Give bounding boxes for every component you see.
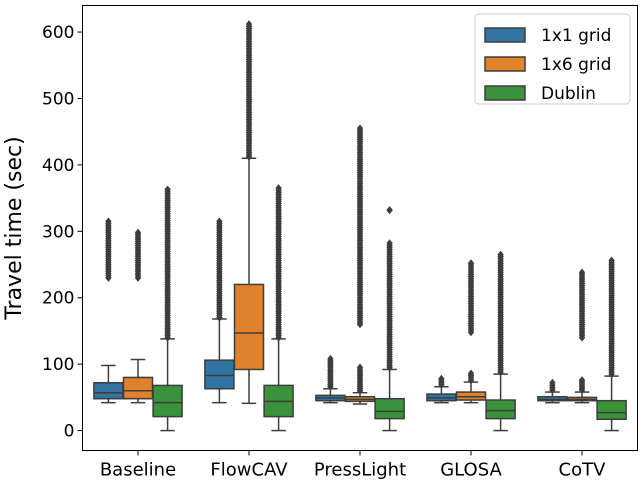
outlier-point	[608, 370, 615, 379]
box-1x6-grid-baseline	[122, 228, 154, 404]
box-1x6-grid-presslight	[344, 124, 376, 405]
outlier-point	[386, 363, 393, 372]
y-tick-label-600: 600	[42, 23, 74, 43]
outliers-0	[134, 228, 142, 282]
plot-frame	[82, 5, 638, 451]
box-dublin-glosa	[485, 250, 516, 432]
outlier-point	[578, 386, 586, 395]
outliers-0	[275, 184, 282, 342]
outlier-point	[327, 382, 334, 391]
box-1x1-grid-flowcav	[204, 217, 235, 404]
outliers-1	[356, 124, 364, 329]
outliers-0	[608, 256, 615, 379]
y-tick-label-200: 200	[42, 289, 74, 309]
box-1x6-grid-cotv	[566, 268, 598, 404]
x-tick-label-flowcav: FlowCAV	[210, 460, 288, 480]
iqr-box	[233, 283, 265, 371]
outliers-0	[549, 378, 556, 395]
outliers-0	[105, 217, 112, 282]
y-tick-label-300: 300	[42, 222, 74, 242]
outlier-point	[438, 380, 445, 389]
box-dublin-cotv	[596, 256, 627, 432]
outlier-point	[467, 328, 475, 337]
legend-label-dublin: Dublin	[541, 84, 596, 104]
outlier-point	[164, 333, 171, 342]
box-1x1-grid-baseline	[93, 217, 124, 404]
outlier-point	[245, 152, 253, 161]
y-tick-label-400: 400	[42, 156, 74, 176]
outlier-point	[356, 320, 364, 329]
outliers-0	[356, 363, 364, 395]
box-dublin-presslight	[374, 206, 405, 432]
outliers-0	[438, 374, 445, 389]
legend: 1x1 grid 1x6 grid Dublin	[474, 13, 631, 105]
iqr-box	[122, 376, 154, 400]
iqr-box	[374, 397, 405, 420]
legend-swatch-1x6-grid	[484, 56, 526, 72]
box-1x1-grid-glosa	[426, 374, 457, 404]
x-tick-label-cotv: CoTV	[559, 460, 607, 480]
outliers-0	[497, 250, 504, 377]
outlier-point	[356, 386, 364, 395]
outlier-point	[467, 376, 475, 385]
outliers-0	[386, 239, 393, 372]
box-1x1-grid-presslight	[315, 354, 346, 404]
x-axis: Baseline FlowCAV PressLight GLOSA CoTV	[100, 450, 607, 480]
x-tick-label-baseline: Baseline	[100, 460, 176, 480]
iqr-box	[485, 399, 516, 420]
legend-label-1x6-grid: 1x6 grid	[541, 55, 611, 75]
iqr-box	[152, 384, 183, 418]
outlier-point	[134, 273, 142, 282]
outliers-0	[327, 354, 334, 391]
boxes-layer	[93, 20, 627, 432]
box-1x6-grid-flowcav	[233, 20, 265, 405]
y-tick-label-100: 100	[42, 355, 74, 375]
y-tick-label-0: 0	[64, 422, 75, 442]
outliers-0	[164, 185, 171, 342]
iqr-box	[596, 399, 627, 421]
legend-swatch-dublin	[484, 85, 526, 101]
outlier-point	[578, 333, 586, 342]
outliers-1	[386, 206, 393, 215]
outlier-point	[105, 273, 112, 282]
iqr-box	[93, 382, 124, 400]
x-tick-label-glosa: GLOSA	[440, 460, 502, 480]
outliers-1	[467, 259, 475, 337]
outlier-point	[497, 368, 504, 377]
y-tick-label-500: 500	[42, 89, 74, 109]
outliers-0	[245, 20, 253, 161]
x-tick-label-presslight: PressLight	[314, 460, 406, 480]
outlier-point	[216, 313, 223, 322]
outlier-point	[549, 386, 556, 395]
outlier-point	[275, 333, 282, 342]
y-axis: 0 100 200 300 400 500 600	[42, 23, 83, 442]
box-1x6-grid-glosa	[455, 259, 487, 404]
outliers-1	[578, 268, 586, 342]
box-dublin-baseline	[152, 185, 183, 432]
outliers-0	[467, 369, 475, 385]
box-dublin-flowcav	[263, 184, 294, 432]
legend-swatch-1x1-grid	[484, 27, 526, 43]
outliers-0	[578, 376, 586, 395]
legend-label-1x1-grid: 1x1 grid	[541, 26, 611, 46]
box-1x1-grid-cotv	[537, 378, 568, 404]
y-axis-label: Travel time (sec)	[2, 136, 27, 320]
outlier-point	[386, 206, 393, 215]
outliers-0	[216, 217, 223, 322]
iqr-box	[204, 359, 235, 390]
